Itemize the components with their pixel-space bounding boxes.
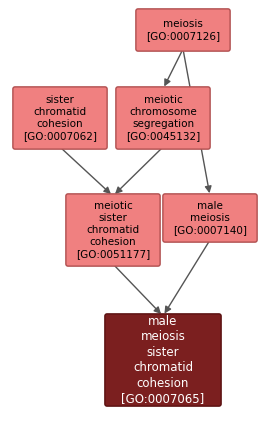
Text: male
meiosis
[GO:0007140]: male meiosis [GO:0007140]: [173, 201, 247, 235]
Text: meiosis
[GO:0007126]: meiosis [GO:0007126]: [146, 19, 220, 41]
FancyBboxPatch shape: [163, 194, 257, 242]
Text: male
meiosis
sister
chromatid
cohesion
[GO:0007065]: male meiosis sister chromatid cohesion […: [121, 315, 205, 405]
Text: sister
chromatid
cohesion
[GO:0007062]: sister chromatid cohesion [GO:0007062]: [23, 95, 97, 141]
Text: meiotic
chromosome
segregation
[GO:0045132]: meiotic chromosome segregation [GO:00451…: [126, 95, 200, 141]
FancyBboxPatch shape: [66, 194, 160, 266]
FancyBboxPatch shape: [116, 87, 210, 149]
FancyBboxPatch shape: [13, 87, 107, 149]
FancyBboxPatch shape: [136, 9, 230, 51]
FancyBboxPatch shape: [105, 314, 221, 406]
Text: meiotic
sister
chromatid
cohesion
[GO:0051177]: meiotic sister chromatid cohesion [GO:00…: [76, 201, 150, 259]
